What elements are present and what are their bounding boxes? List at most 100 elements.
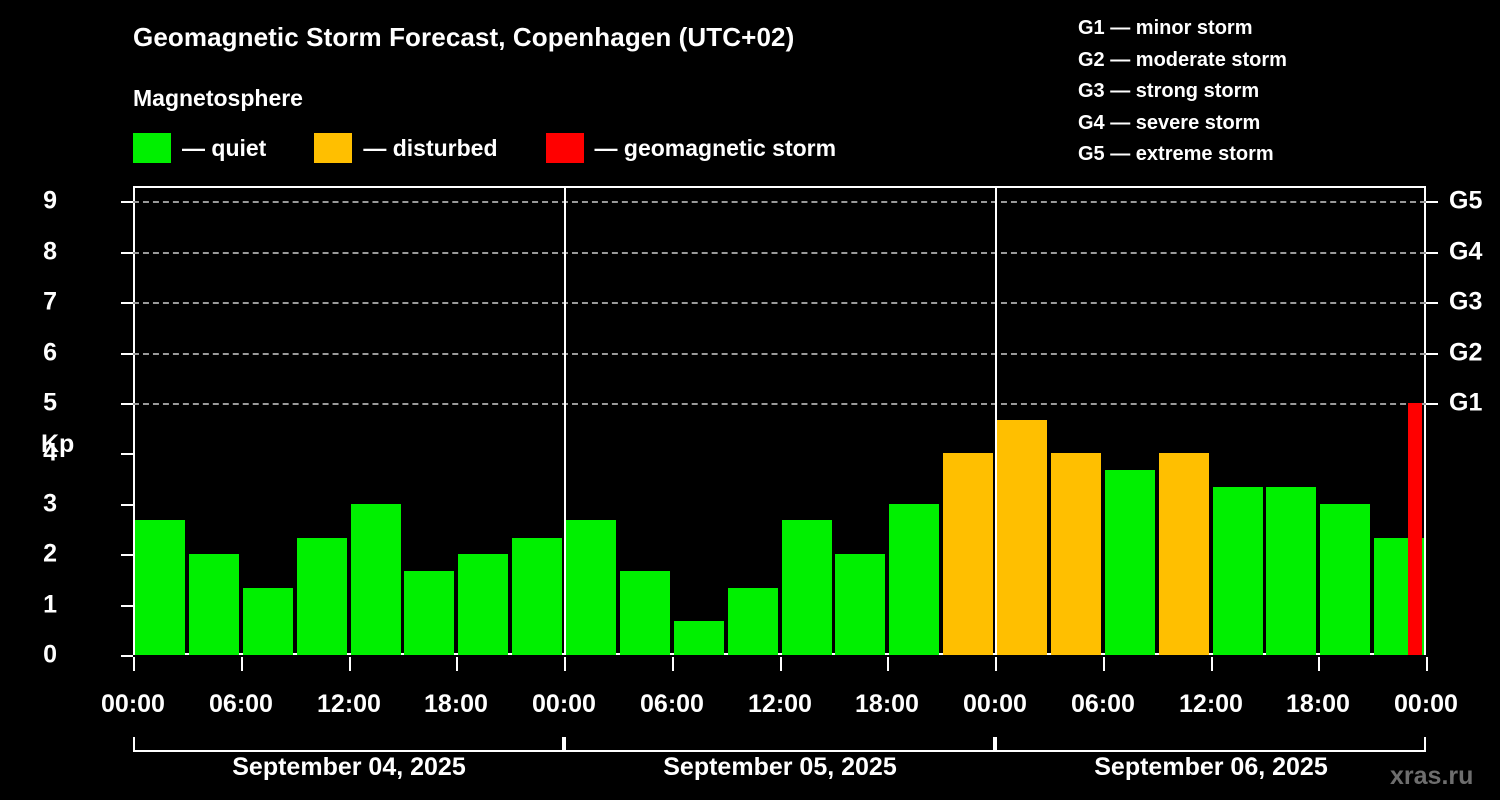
y-tick-label-7: 7 [43,287,57,316]
storm-swatch [545,133,584,163]
bar [1105,470,1155,655]
y-tick-mark-6 [121,352,133,355]
bar [782,520,832,655]
x-tick-label-10: 12:00 [1179,690,1243,718]
y-tick-label-5: 5 [43,388,57,417]
legend-label: — quiet [182,134,267,161]
plot-border-left [133,186,135,655]
plot-border-right [1424,186,1426,655]
bar [889,503,939,655]
day-label-1: September 04, 2025 [232,753,466,781]
y-tick-label-1: 1 [43,590,57,619]
bar [243,587,293,655]
bar [1051,453,1101,655]
g-scale-legend-item-5: G5 — extreme storm [1078,143,1274,165]
g-tick-mark-G5 [1426,201,1438,204]
plot-area [133,186,1426,655]
bar [1266,487,1316,655]
x-tick-label-3: 18:00 [424,690,488,718]
y-tick-label-8: 8 [43,237,57,266]
legend-entry: — quiet [133,133,266,163]
day-bracket-2 [564,737,995,752]
x-tick-label-6: 12:00 [748,690,812,718]
gridline-kp-7 [133,302,1426,305]
plot-border-bottom [133,653,1426,655]
bar [943,453,993,655]
x-tick-mark-9 [1103,657,1105,671]
quiet-swatch [133,133,171,163]
g-tick-label-G3: G3 [1449,287,1483,316]
g-scale-legend-item-1: G1 — minor storm [1078,17,1253,39]
y-tick-mark-7 [121,302,133,305]
bar [835,554,885,655]
legend-label: — geomagnetic storm [594,134,837,161]
gridline-kp-8 [133,251,1426,254]
y-tick-label-9: 9 [43,186,57,215]
plot-border-top [133,186,1426,188]
day-separator-1 [564,186,566,655]
bar [674,621,724,655]
day-bracket-1 [133,737,564,752]
bar [1213,487,1263,655]
x-tick-label-11: 18:00 [1286,690,1350,718]
g-tick-mark-G1 [1426,403,1438,405]
bar [458,554,508,655]
y-tick-label-4: 4 [43,438,57,467]
day-bracket-3 [995,737,1426,752]
y-tick-mark-5 [121,403,133,405]
page-title: Geomagnetic Storm Forecast, Copenhagen (… [133,22,795,52]
bar [997,419,1047,655]
g-tick-label-G4: G4 [1449,237,1483,266]
x-tick-mark-4 [564,657,566,671]
x-tick-mark-1 [241,657,243,671]
gridline-kp-9 [133,201,1426,204]
bar [189,554,239,655]
g-scale-legend-item-4: G4 — severe storm [1078,111,1261,134]
watermark: xras.ru [1390,762,1474,790]
x-tick-label-4: 00:00 [532,690,596,718]
storm-marker-bar [1408,403,1422,655]
x-tick-label-7: 18:00 [855,690,919,718]
g-tick-label-G5: G5 [1449,186,1483,215]
y-axis-title: Kp [41,430,75,458]
g-tick-mark-G2 [1426,352,1438,355]
x-tick-mark-7 [887,657,889,671]
y-tick-mark-1 [121,604,133,607]
g-tick-mark-G3 [1426,302,1438,305]
x-tick-mark-0 [133,657,135,671]
y-tick-mark-9 [121,201,133,204]
legend-entry: — disturbed [314,133,498,163]
y-tick-mark-3 [121,503,133,506]
bar [1320,503,1370,655]
bar [512,537,562,655]
g-scale-legend-item-2: G2 — moderate storm [1078,48,1287,71]
gridline-kp-6 [133,352,1426,355]
x-tick-mark-10 [1211,657,1213,671]
y-tick-mark-2 [121,554,133,557]
g-tick-label-G1: G1 [1449,388,1483,417]
x-tick-label-2: 12:00 [317,690,381,718]
y-tick-label-6: 6 [43,338,57,367]
bar [297,537,347,655]
x-tick-mark-12 [1426,657,1428,671]
x-tick-label-5: 06:00 [640,690,704,718]
y-tick-label-3: 3 [43,489,57,518]
x-tick-label-12: 00:00 [1394,690,1458,718]
x-tick-label-9: 06:00 [1071,690,1135,718]
g-tick-mark-G4 [1426,251,1438,254]
x-tick-mark-5 [672,657,674,671]
bar [404,570,454,655]
gridline-kp-5 [133,403,1426,405]
g-scale-legend: G1 — minor storm G2 — moderate storm G3 — … [1078,13,1287,171]
bar [728,587,778,655]
x-tick-mark-3 [456,657,458,671]
g-tick-label-G2: G2 [1449,338,1483,367]
bar [135,520,185,655]
bar [351,503,401,655]
y-tick-label-2: 2 [43,539,57,568]
bars-layer [133,186,1426,655]
legend-entry: — geomagnetic storm [545,133,837,163]
y-tick-mark-0 [121,655,133,657]
day-separator-2 [995,186,997,655]
bar [1159,453,1209,655]
